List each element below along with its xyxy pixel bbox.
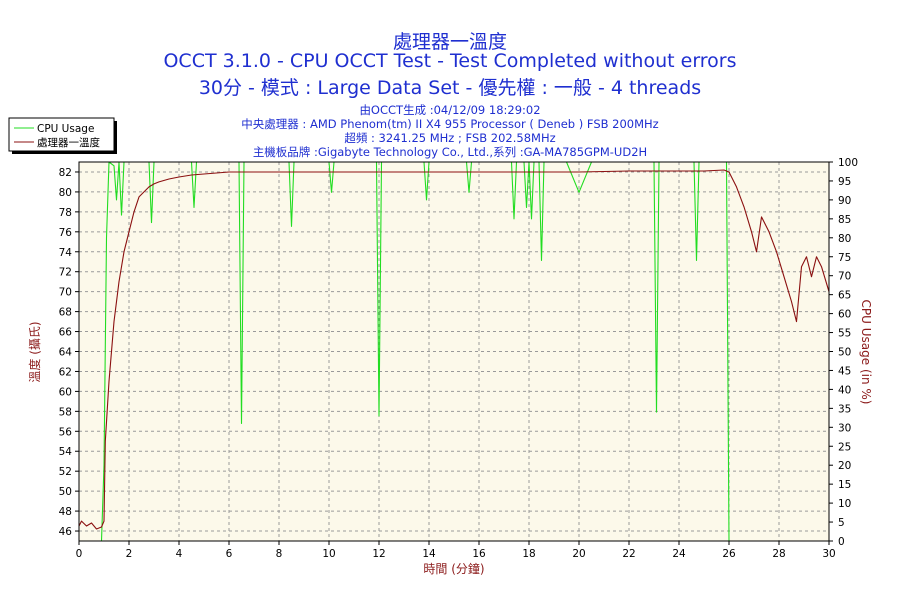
legend-label-cpu-temp: 處理器一溫度 [37,136,100,149]
chart-subtitle: OCCT 3.1.0 - CPU OCCT Test - Test Comple… [163,50,737,72]
legend-label-cpu-usage: CPU Usage [37,123,94,135]
info-generated: 由OCCT生成 :04/12/09 18:29:02 [359,103,541,117]
y-tick-label: 60 [59,386,72,398]
y2-tick-label: 50 [838,347,851,359]
y2-tick-label: 30 [838,422,851,434]
grid [79,162,829,541]
x-tick-label: 4 [176,548,183,560]
y2-tick-label: 55 [838,328,851,340]
info-motherboard: 主機板品牌 :Gigabyte Technology Co., Ltd.,系列 … [252,145,648,159]
y2-tick-label: 80 [838,233,851,245]
y-tick-label: 46 [59,526,73,538]
series-line-cpu-temp [78,169,830,530]
legend: CPU Usage 處理器一溫度 [8,117,117,154]
y2-tick-label: 70 [838,271,851,283]
x-axis: 0 2 4 6 8 10 12 14 16 18 20 22 24 26 28 30 [76,541,836,560]
y2-tick-label: 5 [838,517,845,529]
y-axis-left: 46 48 50 52 54 56 58 60 62 64 66 68 70 72 74 76 78 80 82 [59,167,79,538]
y2-tick-label: 85 [838,214,851,226]
y-tick-label: 72 [59,267,72,279]
x-tick-label: 20 [572,548,585,560]
x-tick-label: 24 [672,548,686,560]
x-tick-label: 18 [522,548,535,560]
y-tick-label: 74 [59,247,73,259]
y2-tick-label: 40 [838,384,851,396]
y2-tick-label: 100 [838,157,858,169]
y2-tick-label: 95 [838,176,851,188]
y-tick-label: 62 [59,366,72,378]
y-tick-label: 50 [59,486,72,498]
y-axis-label: 溫度 (攝氏) [27,321,42,382]
legend-box [8,117,115,152]
y-tick-label: 48 [59,506,72,518]
chart-subtitle-mode: 30分 - 模式 : Large Data Set - 優先權 : 一般 - 4… [198,77,702,99]
x-tick-label: 2 [126,548,133,560]
x-tick-label: 0 [76,548,83,560]
x-tick-label: 6 [226,548,233,560]
y-tick-label: 52 [59,466,72,478]
y2-tick-label: 90 [838,195,851,207]
y2-tick-label: 45 [838,365,851,377]
y2-tick-label: 35 [838,403,851,415]
y-tick-label: 78 [59,207,72,219]
y-tick-label: 68 [59,307,72,319]
y-tick-label: 82 [59,167,72,179]
y-tick-label: 66 [59,327,73,339]
x-tick-label: 10 [322,548,335,560]
y2-tick-label: 10 [838,498,851,510]
x-tick-label: 8 [276,548,283,560]
y2-tick-label: 65 [838,290,851,302]
y-tick-label: 54 [59,446,73,458]
info-cpu: 中央處理器 : AMD Phenom(tm) II X4 955 Process… [241,117,659,131]
y-tick-label: 76 [59,227,73,239]
x-tick-label: 28 [772,548,785,560]
y2-tick-label: 15 [838,479,851,491]
y2-tick-label: 75 [838,252,851,264]
info-overclock: 超頻 : 3241.25 MHz ; FSB 202.58MHz [344,131,556,145]
y-tick-label: 56 [59,426,73,438]
y2-tick-label: 60 [838,309,851,321]
y-axis-right: 0 5 10 15 20 25 30 35 40 45 50 55 60 65 70 75 80 85 90 95 10… [829,157,858,548]
chart-title: 處理器一溫度 [392,31,507,53]
x-tick-label: 26 [722,548,736,560]
y2-axis-label: CPU Usage (in %) [859,300,873,405]
x-tick-label: 14 [422,548,436,560]
y2-tick-label: 20 [838,460,851,472]
x-tick-label: 12 [372,548,385,560]
x-axis-label: 時間 (分鐘) [423,561,484,576]
y2-tick-label: 0 [838,536,845,548]
y-tick-label: 70 [59,287,72,299]
y2-tick-label: 25 [838,441,851,453]
x-tick-label: 16 [472,548,486,560]
x-tick-label: 22 [622,548,635,560]
y-tick-label: 64 [59,347,73,359]
y-tick-label: 80 [59,187,72,199]
y-tick-label: 58 [59,406,72,418]
x-tick-label: 30 [822,548,835,560]
